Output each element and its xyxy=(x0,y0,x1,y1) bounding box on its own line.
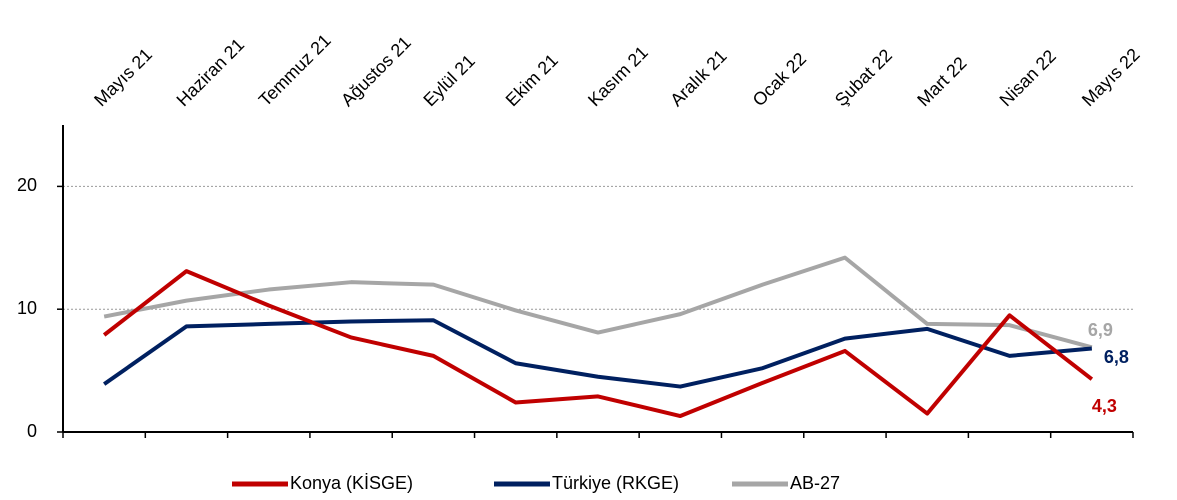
legend-label: AB-27 xyxy=(790,473,840,493)
x-tick-label: Temmuz 21 xyxy=(255,30,335,110)
x-tick-label: Ekim 21 xyxy=(502,50,562,110)
x-tick-label: Mart 22 xyxy=(913,53,970,110)
y-tick-label: 0 xyxy=(27,421,37,441)
x-tick-label: Nisan 22 xyxy=(996,46,1060,110)
x-tick-label: Ağustos 21 xyxy=(337,32,415,110)
y-tick-label: 20 xyxy=(17,175,37,195)
y-tick-label: 10 xyxy=(17,298,37,318)
series-line xyxy=(103,255,1093,350)
x-tick-label: Ocak 22 xyxy=(749,49,811,111)
legend-label: Türkiye (RKGE) xyxy=(552,473,679,493)
x-tick-label: Eylül 21 xyxy=(419,51,478,110)
x-tick-label: Mayıs 21 xyxy=(90,44,156,110)
legend-label: Konya (KİSGE) xyxy=(290,473,413,493)
data-label: 6,9 xyxy=(1088,320,1113,340)
data-label: 4,3 xyxy=(1092,396,1117,416)
x-tick-label: Kasım 21 xyxy=(584,42,652,110)
x-tick-label: Mayıs 22 xyxy=(1078,44,1144,110)
x-tick-label: Aralık 21 xyxy=(666,46,730,110)
data-label: 6,8 xyxy=(1104,347,1129,367)
x-tick-label: Haziran 21 xyxy=(173,34,249,110)
series-line xyxy=(103,318,1093,389)
x-tick-label: Şubat 22 xyxy=(831,45,896,110)
series-line xyxy=(102,269,1094,419)
